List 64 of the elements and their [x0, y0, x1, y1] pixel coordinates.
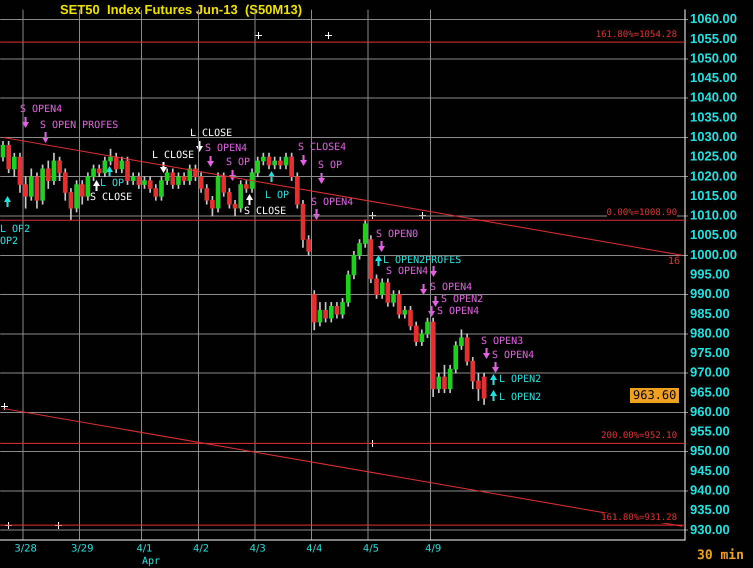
ref-line-label: 161.80%=931.28 [601, 513, 677, 524]
x-tick-label: 4/1 [136, 544, 153, 555]
y-tick-label: 1030.00 [690, 129, 737, 144]
annotation: L OPEN2 [499, 392, 542, 403]
ref-line-label: 161.80%=1054.28 [596, 30, 677, 40]
y-tick-label: 1005.00 [690, 227, 737, 242]
y-tick-label: 975.00 [690, 345, 730, 360]
text: 30 min [697, 548, 744, 563]
annotation: S OPEN4 [430, 282, 472, 293]
chart-title: SET50 Index Futures Jun-13 (S50M13) [60, 2, 302, 17]
annotation: S OPEN PROFES [40, 120, 118, 131]
y-tick-label: 990.00 [690, 286, 730, 302]
y-tick-label: 1055.00 [690, 30, 737, 46]
y-tick-label: 1050.00 [690, 50, 737, 66]
annotation: L OP [265, 190, 290, 201]
text: Apr [142, 556, 160, 567]
annotation: L CLOSE [152, 150, 194, 161]
annotation: L CLOSE [190, 128, 232, 139]
x-tick-label: 4/9 [425, 544, 442, 555]
ref-line-label: 200.00%=952.10 [601, 431, 677, 442]
annotation: S CLOSE [90, 192, 132, 203]
annotation: S OPEN4 [386, 266, 428, 277]
x-tick-label: 4/4 [306, 544, 322, 555]
x-tick-label: 3/29 [71, 544, 94, 555]
annotation: OP2 [0, 236, 18, 247]
y-tick-label: 960.00 [690, 404, 730, 419]
y-tick-label: 1025.00 [690, 148, 737, 164]
annotation: 16 [668, 256, 680, 267]
y-tick-label: 940.00 [690, 482, 730, 498]
annotation: L OPEN2 [499, 374, 542, 385]
y-tick-label: 1020.00 [690, 168, 737, 184]
y-tick-label: 1040.00 [690, 90, 737, 105]
y-tick-label: 995.00 [690, 266, 730, 282]
annotation: S OPEN4 [205, 143, 248, 154]
annotation: S CLOSE [244, 206, 286, 217]
y-tick-label: 930.00 [690, 522, 730, 537]
annotation: 963.60 [630, 388, 680, 403]
y-tick-label: 1045.00 [690, 70, 737, 86]
annotation: S OP [226, 157, 250, 168]
y-tick-label: 950.00 [690, 443, 730, 458]
annotation: L OP [100, 178, 124, 189]
ref-line-label: 0.00%=1008.90 [606, 208, 677, 218]
annotation: S OPEN4 [492, 350, 534, 361]
y-tick-label: 955.00 [690, 424, 730, 439]
annotation: S OPEN0 [376, 229, 418, 240]
annotation: S OP [318, 160, 342, 171]
x-tick-label: 4/5 [362, 544, 379, 555]
y-tick-label: 945.00 [690, 462, 730, 478]
x-tick-label: 4/3 [250, 544, 266, 555]
x-tick-label: 3/28 [14, 544, 37, 555]
y-tick-label: 980.00 [690, 325, 730, 340]
y-tick-label: 985.00 [690, 306, 730, 321]
annotation: S OPEN4 [311, 197, 354, 208]
y-tick-label: 1010.00 [690, 208, 737, 223]
y-tick-label: 1015.00 [690, 188, 737, 203]
y-tick-label: 1000.00 [690, 246, 737, 262]
x-tick-label: 4/2 [193, 544, 210, 555]
y-tick-label: 1060.00 [690, 11, 737, 26]
y-tick-label: 1035.00 [690, 109, 737, 124]
y-tick-label: 970.00 [690, 364, 730, 380]
annotation: S OPEN3 [481, 336, 524, 347]
annotation: S OPEN4 [437, 306, 480, 317]
y-tick-label: 965.00 [690, 384, 730, 400]
y-tick-label: 935.00 [690, 502, 730, 518]
